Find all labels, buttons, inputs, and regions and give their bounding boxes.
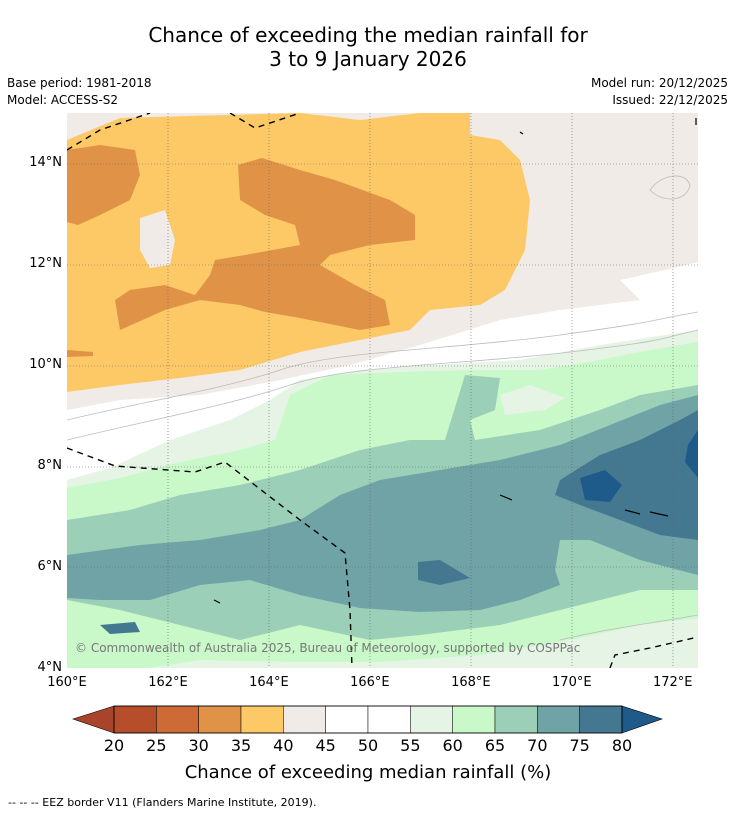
colorbar-cell [198,705,242,734]
colorbar-under-arrow [72,705,115,734]
eez-border [67,113,698,668]
colorbar-label: 50 [357,736,379,755]
colorbar-label: 75 [569,736,590,755]
band-75-80-b [418,560,470,585]
band-40-45-hole [140,210,175,268]
x-tick-label: 170°E [552,675,592,690]
colorbar [72,705,663,734]
y-tick-label: 4°N [37,660,63,675]
copyright-text: © Commonwealth of Australia 2025, Bureau… [75,641,581,655]
x-tick-label: 168°E [451,675,491,690]
colorbar-cell [452,705,496,734]
band-80-plus [580,470,622,502]
colorbar-cell [283,705,326,734]
colorbar-cell [579,705,623,734]
band-75-80-c [100,622,140,634]
colorbar-cell [240,705,284,734]
x-tick-label: 164°E [249,675,289,690]
colorbar-label: 35 [230,736,252,755]
band-45-55-patch [620,262,698,300]
y-tick-label: 10°N [29,357,62,373]
colorbar-label: 40 [273,736,294,755]
graticule [67,113,698,668]
colorbar-cell [325,705,369,734]
colorbar-cell [410,705,453,734]
colorbar-cell [494,705,538,734]
map-title-line2: 3 to 9 January 2026 [269,47,467,71]
x-tick-label: 166°E [350,675,390,690]
y-tick-label: 14°N [29,155,62,171]
band-70-75 [67,395,698,612]
model-name: Model: ACCESS-S2 [7,93,119,107]
colorbar-cell [156,705,199,734]
base-period: Base period: 1981-2018 [7,76,152,90]
colorbar-over-arrow [621,705,663,734]
y-tick-label: 8°N [37,458,63,474]
model-run-date: Model run: 20/12/2025 [590,76,728,90]
colorbar-label: 80 [611,736,633,755]
colorbar-title: Chance of exceeding median rainfall (%) [184,762,552,783]
issued-date: Issued: 22/12/2025 [612,93,728,107]
colorbar-label: 70 [527,736,548,755]
x-tick-label: 172°E [652,675,693,690]
band-80-plus-b [685,430,698,478]
colorbar-label: 45 [315,736,336,755]
colorbar-cell [537,705,580,734]
colorbar-outline [113,705,623,734]
band-55-60-patch [500,385,565,415]
colorbar-label: 55 [400,736,421,755]
y-tick-label: 6°N [37,559,63,575]
band-30-35-c [67,350,93,357]
contour-lines [67,175,698,641]
colorbar-label: 30 [188,736,209,755]
colorbar-label: 25 [146,736,167,755]
x-tick-label: 162°E [148,675,188,690]
colorbar-label: 20 [103,736,125,755]
probability-field [67,113,698,668]
islands [213,118,697,604]
band-30-35-b [115,158,415,330]
colorbar-label: 60 [442,736,463,755]
x-tick-label: 160°E [47,675,87,690]
colorbar-label: 65 [484,736,506,755]
band-30-35-a [67,145,140,225]
colorbar-cell [367,705,411,734]
eez-footnote: -- -- -- EEZ border V11 (Flanders Marine… [8,796,317,809]
colorbar-cell [113,705,157,734]
y-tick-label: 12°N [29,256,62,272]
band-75-80 [555,410,698,540]
map-title-line1: Chance of exceeding the median rainfall … [148,23,588,47]
